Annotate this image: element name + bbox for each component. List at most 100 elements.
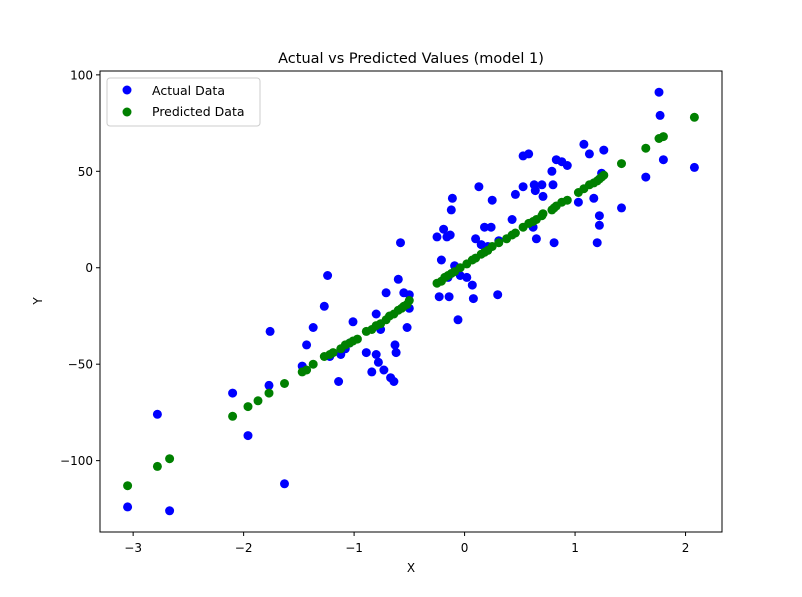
actual-point-31 [393, 274, 403, 284]
predicted-point-3 [228, 411, 238, 421]
actual-point-54 [474, 182, 484, 192]
actual-point-74 [548, 180, 558, 190]
actual-point-30 [391, 348, 401, 358]
predicted-point-45 [494, 238, 504, 248]
legend-label-actual: Actual Data [152, 83, 225, 98]
actual-point-92 [658, 155, 668, 165]
actual-point-18 [348, 317, 358, 327]
predicted-point-13 [328, 348, 338, 358]
actual-point-85 [594, 211, 604, 221]
x-tick-label-4: 1 [571, 541, 579, 555]
actual-point-4 [243, 431, 253, 441]
actual-point-60 [493, 290, 503, 300]
actual-point-79 [573, 197, 583, 207]
actual-point-82 [589, 193, 599, 203]
x-tick-label-3: 0 [461, 541, 469, 555]
actual-point-22 [371, 309, 381, 319]
predicted-point-10 [308, 359, 318, 369]
actual-point-90 [654, 87, 664, 97]
actual-point-25 [379, 365, 389, 375]
actual-point-63 [510, 189, 520, 199]
x-tick-label-2: −1 [345, 541, 363, 555]
y-tick-label-4: 100 [70, 68, 93, 82]
predicted-point-69 [641, 143, 651, 153]
actual-point-11 [319, 301, 329, 311]
actual-point-62 [507, 215, 517, 224]
actual-point-20 [367, 367, 377, 377]
points-layer [123, 87, 699, 516]
actual-point-87 [599, 145, 609, 155]
actual-point-7 [280, 479, 289, 489]
actual-point-1 [152, 409, 162, 419]
actual-point-28 [389, 377, 399, 386]
actual-point-88 [617, 203, 626, 213]
actual-point-71 [537, 180, 547, 190]
predicted-point-1 [152, 461, 162, 471]
y-tick-label-1: −50 [68, 358, 93, 372]
actual-point-45 [446, 205, 456, 215]
actual-point-39 [436, 255, 446, 265]
predicted-point-71 [658, 132, 668, 142]
predicted-point-7 [280, 379, 289, 388]
actual-point-70 [531, 234, 541, 244]
predicted-point-44 [487, 242, 497, 251]
legend-label-predicted: Predicted Data [152, 104, 245, 119]
predicted-point-9 [302, 365, 312, 375]
actual-point-5 [264, 380, 274, 390]
chart-title: Actual vs Predicted Values (model 1) [278, 51, 544, 67]
predicted-point-59 [562, 195, 572, 205]
actual-point-83 [592, 238, 602, 248]
actual-point-0 [123, 502, 133, 512]
actual-point-9 [302, 340, 312, 350]
x-tick-label-5: 2 [682, 541, 690, 555]
ticks-layer: −3 −2 −1 0 1 2 −100 −50 0 50 100 [60, 68, 689, 555]
actual-point-14 [334, 377, 344, 386]
actual-point-69 [530, 186, 540, 196]
legend-marker-predicted [122, 107, 132, 117]
predicted-point-67 [599, 170, 609, 180]
actual-point-29 [390, 340, 400, 350]
actual-point-43 [444, 292, 454, 302]
actual-point-44 [445, 230, 455, 240]
actual-point-81 [584, 149, 594, 159]
y-tick-label-3: 50 [78, 165, 93, 179]
legend-box [106, 77, 261, 127]
legend-marker-actual [122, 85, 132, 95]
actual-point-21 [371, 350, 381, 359]
actual-point-32 [396, 238, 405, 248]
x-tick-label-1: −2 [235, 541, 253, 555]
predicted-point-54 [538, 209, 548, 219]
actual-point-75 [549, 238, 559, 248]
actual-point-84 [594, 220, 604, 230]
actual-point-52 [468, 294, 478, 304]
actual-point-3 [228, 388, 238, 398]
actual-point-19 [361, 348, 371, 358]
y-axis-label: Y [31, 297, 45, 306]
predicted-point-6 [264, 388, 274, 398]
predicted-point-72 [689, 112, 699, 122]
actual-point-51 [467, 280, 477, 290]
actual-point-46 [447, 193, 457, 203]
actual-point-2 [165, 506, 175, 516]
actual-point-93 [689, 162, 699, 172]
x-axis-label: X [407, 561, 415, 575]
predicted-point-2 [165, 454, 175, 464]
predicted-point-4 [243, 402, 253, 412]
actual-point-6 [265, 326, 275, 336]
predicted-point-30 [404, 296, 414, 305]
actual-point-66 [524, 149, 534, 159]
actual-point-10 [308, 323, 318, 332]
actual-point-73 [547, 166, 557, 176]
actual-point-64 [518, 182, 528, 192]
actual-point-26 [381, 288, 391, 298]
predicted-point-68 [617, 159, 626, 169]
actual-point-38 [434, 292, 444, 302]
y-tick-label-2: 0 [85, 261, 93, 275]
predicted-point-48 [510, 228, 520, 238]
actual-point-48 [453, 315, 463, 325]
predicted-point-5 [253, 396, 263, 406]
actual-point-53 [471, 234, 481, 244]
actual-point-23 [373, 357, 383, 367]
predicted-point-18 [352, 334, 362, 344]
